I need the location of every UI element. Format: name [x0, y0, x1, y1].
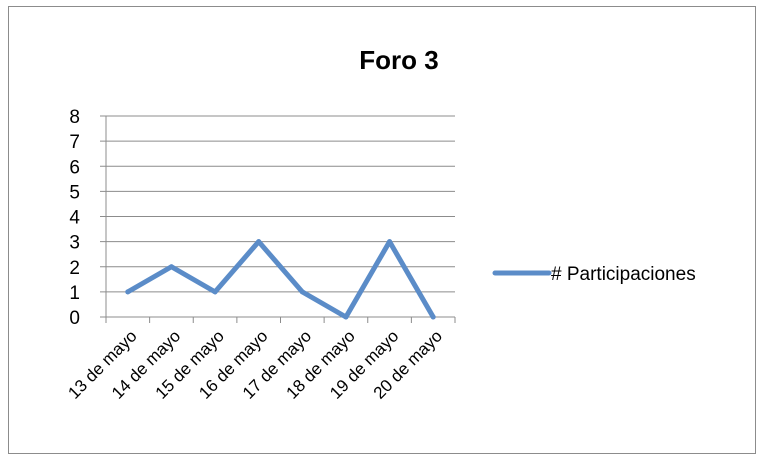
gridlines: [106, 115, 455, 293]
chart-frame: [8, 6, 756, 454]
legend-label: # Participaciones: [551, 264, 696, 285]
data-point: [387, 239, 393, 245]
y-tick-label: 7: [69, 132, 80, 153]
data-point: [430, 314, 436, 320]
data-point: [125, 289, 131, 295]
data-point: [212, 289, 218, 295]
series-line: [125, 239, 436, 320]
y-tick-label: 3: [69, 233, 80, 254]
y-tick-label: 4: [69, 208, 80, 229]
data-point: [168, 264, 174, 270]
legend: # Participaciones: [492, 264, 696, 285]
data-point: [299, 289, 305, 295]
y-tick-label: 1: [69, 283, 80, 304]
y-axis-ticks: 0 1 2 3 4 5 6 7 8: [69, 107, 106, 329]
data-point: [256, 239, 262, 245]
data-point: [343, 314, 349, 320]
y-tick-label: 2: [69, 258, 80, 279]
y-tick-label: 8: [69, 107, 80, 128]
y-tick-label: 5: [69, 182, 80, 203]
y-tick-label: 0: [69, 308, 80, 329]
chart-title: Foro 3: [359, 45, 438, 75]
series-group: [125, 239, 436, 320]
y-tick-label: 6: [69, 157, 80, 178]
